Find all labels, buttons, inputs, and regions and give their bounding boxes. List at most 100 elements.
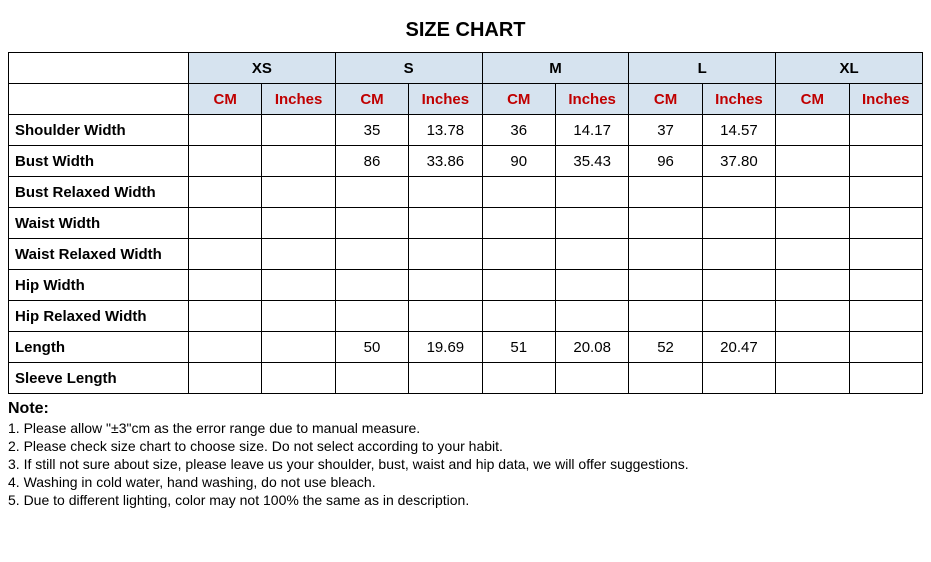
cell-value: [189, 146, 262, 177]
row-label: Waist Relaxed Width: [9, 239, 189, 270]
cell-value: [629, 208, 702, 239]
cell-value: [189, 177, 262, 208]
unit-empty: [9, 84, 189, 115]
row-label: Bust Width: [9, 146, 189, 177]
cell-value: [262, 177, 335, 208]
row-label: Shoulder Width: [9, 115, 189, 146]
size-col-xs: XS: [189, 53, 336, 84]
cell-value: [262, 239, 335, 270]
cell-value: 33.86: [409, 146, 482, 177]
cell-value: [849, 363, 922, 394]
cell-value: [262, 363, 335, 394]
unit-m-in: Inches: [555, 84, 628, 115]
row-label: Bust Relaxed Width: [9, 177, 189, 208]
cell-value: [849, 270, 922, 301]
cell-value: [702, 363, 775, 394]
cell-value: [849, 208, 922, 239]
cell-value: [555, 208, 628, 239]
unit-xs-cm: CM: [189, 84, 262, 115]
cell-value: [776, 177, 849, 208]
size-col-s: S: [335, 53, 482, 84]
table-row: Length5019.695120.085220.47: [9, 332, 923, 363]
cell-value: [262, 301, 335, 332]
cell-value: [555, 239, 628, 270]
cell-value: [335, 239, 408, 270]
unit-xl-in: Inches: [849, 84, 922, 115]
cell-value: [702, 177, 775, 208]
cell-value: [702, 208, 775, 239]
unit-m-cm: CM: [482, 84, 555, 115]
cell-value: [335, 270, 408, 301]
cell-value: [555, 363, 628, 394]
table-row: Bust Width8633.869035.439637.80: [9, 146, 923, 177]
table-row: Waist Relaxed Width: [9, 239, 923, 270]
size-chart-table: SIZE CHART XS S M L XL CM Inches CM Inch…: [8, 8, 923, 394]
cell-value: [776, 270, 849, 301]
row-label: Hip Relaxed Width: [9, 301, 189, 332]
cell-value: [262, 146, 335, 177]
cell-value: [849, 332, 922, 363]
cell-value: [189, 208, 262, 239]
cell-value: [776, 301, 849, 332]
unit-xl-cm: CM: [776, 84, 849, 115]
cell-value: 20.47: [702, 332, 775, 363]
chart-title: SIZE CHART: [9, 8, 923, 53]
table-row: Shoulder Width3513.783614.173714.57: [9, 115, 923, 146]
row-label: Length: [9, 332, 189, 363]
cell-value: [776, 332, 849, 363]
cell-value: [702, 301, 775, 332]
table-row: Hip Width: [9, 270, 923, 301]
header-empty: [9, 53, 189, 84]
cell-value: [482, 301, 555, 332]
cell-value: [189, 363, 262, 394]
cell-value: [189, 239, 262, 270]
cell-value: [409, 208, 482, 239]
cell-value: [262, 115, 335, 146]
note-line: 2. Please check size chart to choose siz…: [8, 438, 923, 454]
row-label: Waist Width: [9, 208, 189, 239]
cell-value: [482, 208, 555, 239]
cell-value: 35.43: [555, 146, 628, 177]
cell-value: [335, 301, 408, 332]
cell-value: [849, 177, 922, 208]
cell-value: 19.69: [409, 332, 482, 363]
cell-value: [629, 301, 702, 332]
unit-l-cm: CM: [629, 84, 702, 115]
cell-value: [335, 177, 408, 208]
note-line: 3. If still not sure about size, please …: [8, 456, 923, 472]
cell-value: [409, 270, 482, 301]
cell-value: [189, 115, 262, 146]
note-line: 5. Due to different lighting, color may …: [8, 492, 923, 508]
cell-value: [849, 301, 922, 332]
notes-title: Note:: [8, 400, 923, 418]
cell-value: 14.57: [702, 115, 775, 146]
cell-value: [555, 270, 628, 301]
cell-value: [189, 270, 262, 301]
title-row: SIZE CHART: [9, 8, 923, 53]
cell-value: [409, 177, 482, 208]
size-header-row: XS S M L XL: [9, 53, 923, 84]
cell-value: [189, 332, 262, 363]
table-row: Waist Width: [9, 208, 923, 239]
cell-value: [629, 270, 702, 301]
cell-value: 35: [335, 115, 408, 146]
notes-section: Note: 1. Please allow "±3"cm as the erro…: [8, 394, 923, 508]
cell-value: [776, 363, 849, 394]
cell-value: 36: [482, 115, 555, 146]
row-label: Sleeve Length: [9, 363, 189, 394]
cell-value: 52: [629, 332, 702, 363]
cell-value: 50: [335, 332, 408, 363]
cell-value: [629, 239, 702, 270]
unit-xs-in: Inches: [262, 84, 335, 115]
cell-value: 96: [629, 146, 702, 177]
cell-value: [702, 239, 775, 270]
note-line: 4. Washing in cold water, hand washing, …: [8, 474, 923, 490]
cell-value: [702, 270, 775, 301]
cell-value: [335, 208, 408, 239]
cell-value: [262, 208, 335, 239]
cell-value: 13.78: [409, 115, 482, 146]
cell-value: 14.17: [555, 115, 628, 146]
cell-value: 37.80: [702, 146, 775, 177]
cell-value: 90: [482, 146, 555, 177]
cell-value: [262, 332, 335, 363]
